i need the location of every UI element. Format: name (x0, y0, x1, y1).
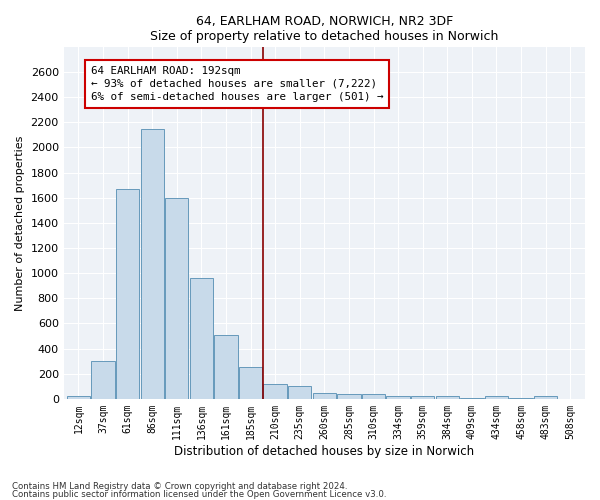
Bar (436, 396, 459, 399)
Text: Contains HM Land Registry data © Crown copyright and database right 2024.: Contains HM Land Registry data © Crown c… (12, 482, 347, 491)
Title: 64, EARLHAM ROAD, NORWICH, NR2 3DF
Size of property relative to detached houses : 64, EARLHAM ROAD, NORWICH, NR2 3DF Size … (150, 15, 499, 43)
Bar (67, 396, 90, 399)
Bar (91, 361, 115, 399)
Bar (485, 396, 508, 399)
Bar (190, 278, 213, 399)
X-axis label: Distribution of detached houses by size in Norwich: Distribution of detached houses by size … (174, 444, 475, 458)
Bar (411, 396, 434, 399)
Bar (386, 396, 410, 399)
Bar (263, 384, 287, 399)
Text: 64 EARLHAM ROAD: 192sqm
← 93% of detached houses are smaller (7,222)
6% of semi-: 64 EARLHAM ROAD: 192sqm ← 93% of detache… (91, 66, 383, 102)
Bar (214, 336, 238, 399)
Bar (362, 394, 385, 399)
Bar (288, 386, 311, 399)
Bar (509, 398, 533, 399)
Text: Contains public sector information licensed under the Open Government Licence v3: Contains public sector information licen… (12, 490, 386, 499)
Bar (165, 198, 188, 399)
Bar (337, 394, 361, 399)
Y-axis label: Number of detached properties: Number of detached properties (15, 135, 25, 310)
Bar (116, 189, 139, 399)
Bar (239, 368, 262, 399)
Bar (140, 128, 164, 399)
Bar (460, 398, 484, 399)
Bar (534, 396, 557, 399)
Bar (313, 392, 336, 399)
